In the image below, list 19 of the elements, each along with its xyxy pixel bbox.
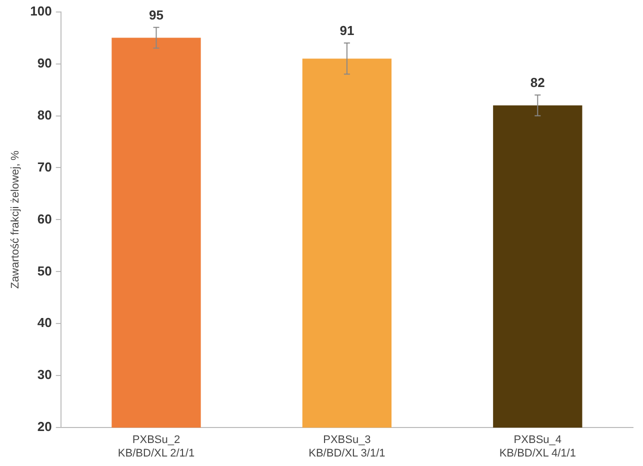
- data-label: 82: [530, 75, 545, 90]
- y-tick-label: 90: [37, 55, 52, 70]
- y-tick-label: 20: [37, 419, 52, 434]
- category-label: PXBSu_4: [514, 434, 562, 446]
- category-label: PXBSu_2: [132, 434, 180, 446]
- y-tick-label: 100: [30, 3, 52, 18]
- y-tick-label: 40: [37, 315, 52, 330]
- y-axis-title: Zawartość frakcji żelowej, %: [10, 150, 22, 289]
- y-tick-label: 60: [37, 211, 52, 226]
- category-label: KB/BD/XL 2/1/1: [118, 447, 195, 460]
- category-label: KB/BD/XL 3/1/1: [308, 447, 386, 460]
- y-tick-label: 70: [37, 159, 52, 174]
- category-label: KB/BD/XL 4/1/1: [499, 447, 576, 460]
- y-tick-label: 30: [37, 367, 52, 382]
- category-label: PXBSu_3: [323, 434, 371, 446]
- y-tick-label: 80: [37, 107, 52, 122]
- data-label: 91: [340, 23, 354, 38]
- data-label: 95: [149, 7, 164, 22]
- y-tick-label: 50: [37, 263, 52, 278]
